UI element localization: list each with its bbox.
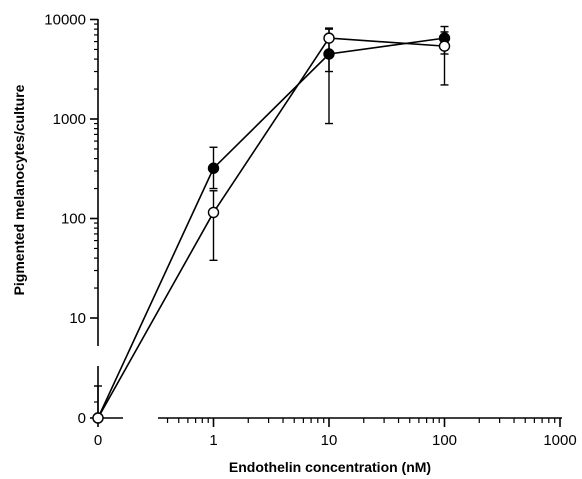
open-point [207, 206, 220, 219]
series-1 [92, 25, 451, 424]
y-tick-label: 0 [78, 410, 86, 427]
series-line [97, 37, 445, 419]
x-tick-label: 1000 [543, 432, 576, 449]
ticks [90, 18, 561, 427]
x-tick-label: 1 [209, 432, 217, 449]
series-2 [92, 28, 451, 424]
y-tick-label: 100 [61, 211, 86, 228]
y-axis-title: Pigmented melanocytes/culture [11, 84, 27, 295]
x-axis-title: Endothelin concentration (nM) [229, 459, 431, 475]
x-tick-label: 100 [432, 432, 457, 449]
x-tick-label: 10 [321, 432, 338, 449]
filled-point [207, 162, 220, 174]
y-tick-label: 1000 [53, 111, 86, 128]
y-tick-label: 10000 [44, 12, 86, 29]
open-point [92, 412, 104, 424]
open-point [438, 40, 451, 52]
series-layer [92, 25, 451, 424]
series-line [97, 37, 445, 419]
x-tick-label: 0 [94, 432, 102, 449]
axes [97, 19, 562, 419]
tick-labels: 0 10 100 1000 10000 0 1 10 100 1000 [44, 12, 576, 450]
y-tick-label: 10 [69, 310, 86, 327]
open-point [323, 32, 335, 44]
